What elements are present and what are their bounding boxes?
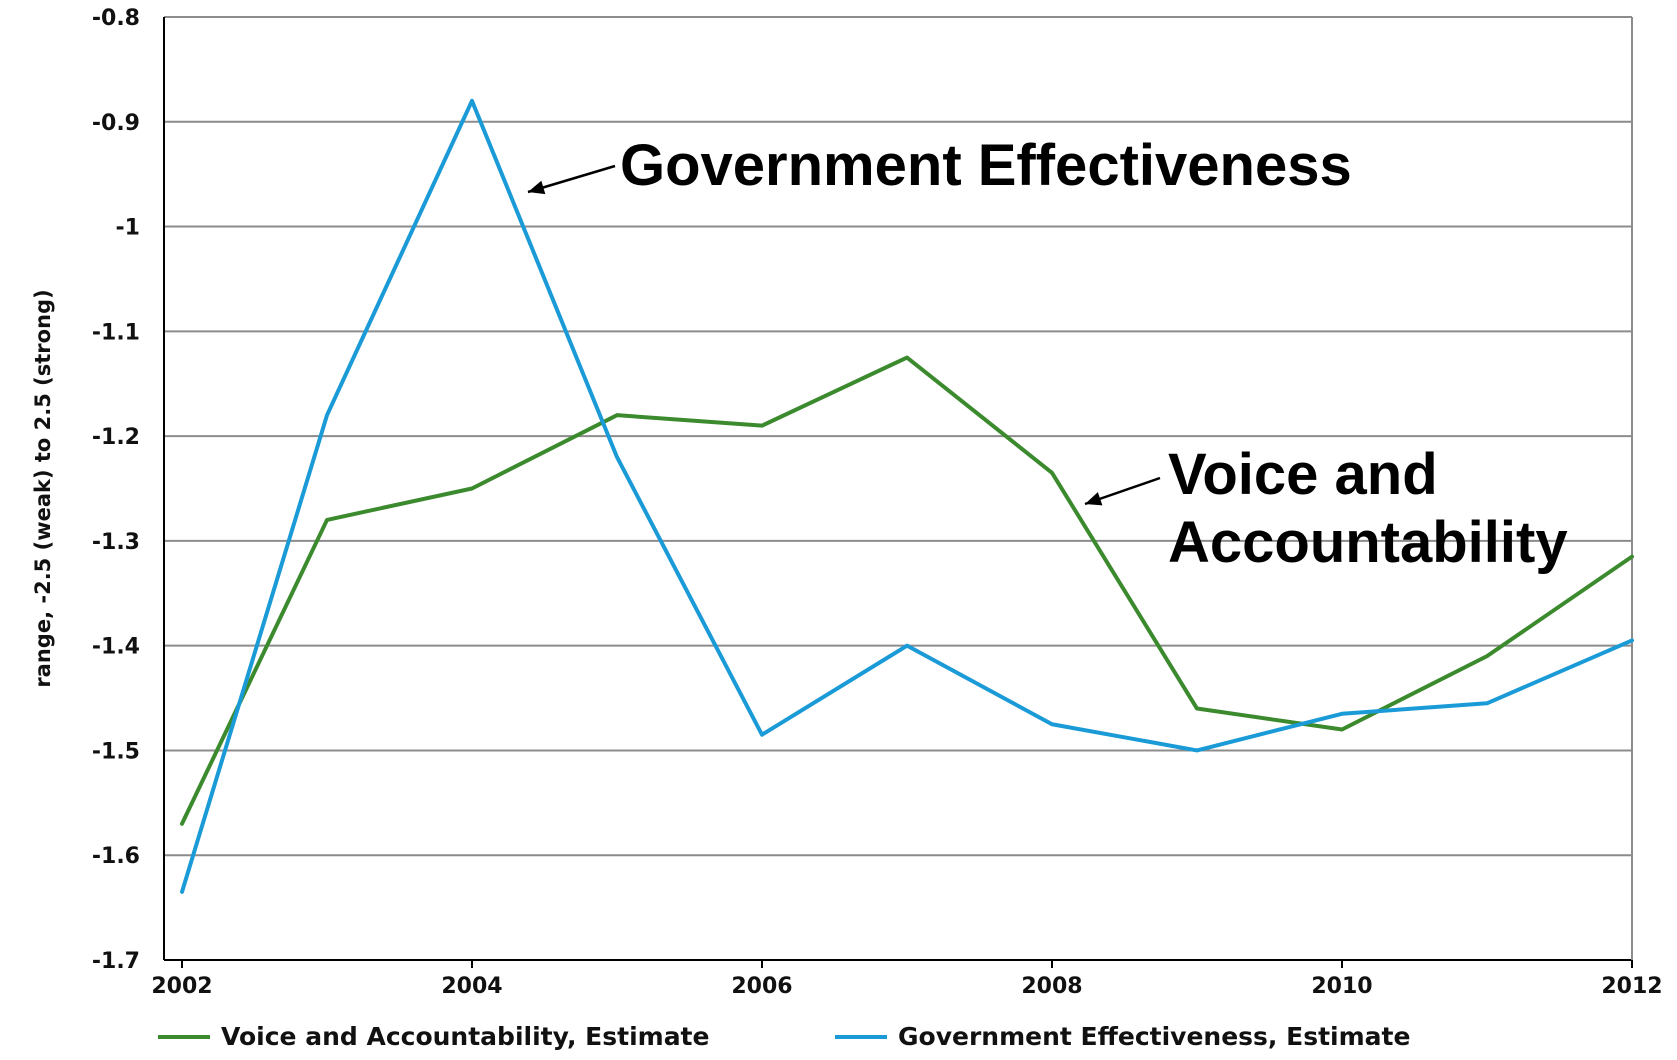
annotation-arrowhead	[528, 180, 546, 195]
axes	[163, 17, 1633, 961]
annotation-arrowhead	[1085, 492, 1103, 506]
legend-item-voice-accountability: Voice and Accountability, Estimate	[158, 1022, 709, 1051]
annotation-text: Voice and	[1168, 442, 1438, 507]
y-tick-label: -1.2	[92, 425, 140, 450]
y-tick-label: -1.3	[92, 530, 140, 555]
series-lines	[180, 98, 1634, 894]
annotation-text: Accountability	[1168, 510, 1568, 575]
x-tick-label: 2008	[1021, 974, 1082, 999]
x-axis-ticks: 2002 2004 2006 2008 2010 2012	[151, 960, 1663, 999]
x-tick-label: 2004	[441, 974, 502, 999]
y-tick-label: -1	[116, 216, 140, 241]
y-tick-label: -1.7	[92, 949, 140, 974]
legend: Voice and Accountability, Estimate Govern…	[158, 1022, 1410, 1051]
legend-item-government-effectiveness: Government Effectiveness, Estimate	[835, 1022, 1410, 1051]
annotation-text: Government Effectiveness	[620, 133, 1352, 198]
legend-label: Voice and Accountability, Estimate	[221, 1022, 709, 1051]
y-tick-label: -1.1	[92, 320, 140, 345]
y-tick-label: -0.8	[92, 6, 140, 31]
y-tick-label: -1.5	[92, 739, 140, 764]
y-tick-label: -1.4	[92, 635, 140, 660]
y-tick-label: -0.9	[92, 111, 140, 136]
annotations: Government Effectiveness Voice andAccount…	[527, 133, 1568, 575]
x-tick-label: 2002	[151, 974, 212, 999]
x-tick-label: 2012	[1601, 974, 1662, 999]
x-tick-label: 2006	[731, 974, 792, 999]
annotation-government-effectiveness: Government Effectiveness	[527, 133, 1352, 198]
y-axis-ticks: -0.8 -0.9 -1 -1.1 -1.2 -1.3 -1.4 -1.5 -1.6 -1.7	[92, 6, 140, 974]
x-tick-label: 2010	[1311, 974, 1372, 999]
series-line-voice-accountability	[180, 355, 1634, 826]
legend-label: Government Effectiveness, Estimate	[898, 1022, 1410, 1051]
y-tick-label: -1.6	[92, 844, 140, 869]
y-axis-label: range, -2.5 (weak) to 2.5 (strong)	[31, 289, 55, 687]
series-line-government-effectiveness	[180, 98, 1634, 894]
